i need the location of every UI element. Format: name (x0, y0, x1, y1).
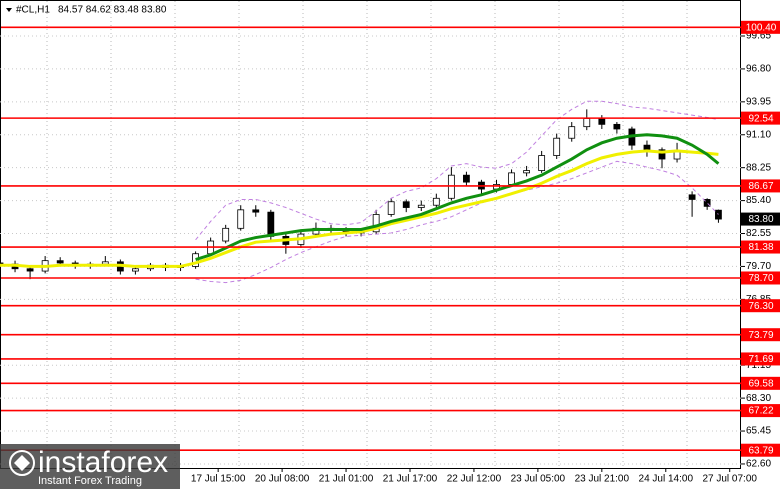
x-tick-label: 17 Jul 15:00 (191, 474, 246, 485)
watermark: instaforex Instant Forex Trading (0, 444, 180, 489)
level-label-bg (741, 328, 780, 342)
candle-body (508, 172, 515, 185)
candle-body (613, 123, 621, 130)
candle-body (402, 201, 410, 208)
x-tick-label: 21 Jul 01:00 (319, 474, 374, 485)
level-label: 69.58 (748, 378, 773, 389)
level-label: 100.40 (746, 22, 777, 33)
level-label-bg (741, 111, 780, 125)
x-tick-label: 20 Jul 08:00 (255, 474, 310, 485)
watermark-brand: instaforex (38, 446, 168, 479)
y-tick-label: 88.25 (746, 162, 771, 173)
candle-body (703, 199, 711, 207)
watermark-bg (0, 444, 180, 489)
x-tick-label: 21 Jul 17:00 (383, 474, 438, 485)
candle-body (267, 211, 275, 237)
level-label-bg (741, 299, 780, 313)
candle-body (101, 261, 109, 265)
watermark-logo (9, 450, 35, 476)
candle-body (553, 137, 561, 156)
y-tick-label: 96.80 (746, 64, 771, 75)
candle-body (715, 209, 722, 220)
ohlc-text: 84.57 84.62 83.48 83.80 (58, 5, 167, 16)
y-tick-label: 91.10 (746, 129, 771, 140)
indicator-line (195, 100, 719, 241)
menu-arrow (6, 8, 12, 12)
indicator-line (195, 160, 719, 284)
candle-body (568, 126, 576, 139)
candle-body (598, 118, 606, 125)
candle-body (26, 268, 34, 272)
level-label: 86.67 (748, 181, 773, 192)
candle-body (417, 204, 425, 208)
last-price-label: 83.80 (748, 214, 773, 225)
candle-body (222, 227, 230, 242)
candle-body (583, 118, 591, 128)
level-label-bg (741, 20, 780, 34)
marks (0, 26, 741, 452)
candle-body (463, 174, 470, 183)
level-label-bg (741, 404, 780, 418)
indicator-line (0, 149, 719, 268)
symbol: #CL,H1 (16, 5, 50, 16)
candle-body (372, 214, 380, 233)
candle-body (56, 260, 64, 264)
level-label: 67.22 (748, 406, 773, 417)
candle-body (523, 170, 530, 174)
x-tick-label: 23 Jul 05:00 (511, 474, 566, 485)
level-label: 76.30 (748, 301, 773, 312)
axis: 99.65 96.80 93.95 91.10 88.25 85.40 82.55 79.70… (191, 20, 780, 485)
candle-body (252, 209, 260, 213)
candle-body (0, 262, 4, 265)
level-label-bg (741, 376, 780, 390)
level-label: 71.69 (748, 354, 773, 365)
candle-body (673, 151, 681, 160)
y-tick-label: 99.65 (746, 31, 771, 42)
level-label-bg (741, 443, 780, 457)
watermark-logo-mark (14, 455, 30, 471)
y-tick-label: 85.40 (746, 195, 771, 206)
level-label: 78.70 (748, 273, 773, 284)
y-tick-label: 79.70 (746, 261, 771, 272)
last-price-bg (741, 212, 780, 226)
indicator-line (195, 133, 720, 261)
level-label: 63.79 (748, 445, 773, 456)
candle-body (538, 155, 546, 171)
x-tick-label: 23 Jul 21:00 (575, 474, 630, 485)
candle-body (387, 201, 395, 215)
y-tick-label: 68.30 (746, 393, 771, 404)
watermark-slogan: Instant Forex Trading (38, 475, 142, 487)
level-label-bg (741, 352, 780, 366)
candle-body (447, 174, 455, 199)
level-label-bg (741, 271, 780, 285)
x-tick-label: 24 Jul 14:00 (639, 474, 694, 485)
y-tick-label: 65.45 (746, 426, 771, 437)
y-tick-label: 93.95 (746, 96, 771, 107)
y-tick-label: 82.55 (746, 228, 771, 239)
x-tick-label: 22 Jul 12:00 (447, 474, 502, 485)
y-tick-label: 62.60 (746, 459, 771, 470)
level-label-bg (741, 240, 780, 254)
level-label: 92.54 (748, 113, 773, 124)
candle-body (643, 144, 651, 151)
candle-body (432, 197, 440, 206)
candle-body (237, 209, 245, 229)
level-label-bg (741, 179, 780, 193)
level-label: 81.38 (748, 242, 773, 253)
x-tick-label: 27 Jul 07:00 (702, 474, 757, 485)
candle-body (688, 194, 696, 200)
level-label: 73.79 (748, 330, 773, 341)
candle-body (132, 268, 139, 272)
candle-body (658, 149, 666, 160)
